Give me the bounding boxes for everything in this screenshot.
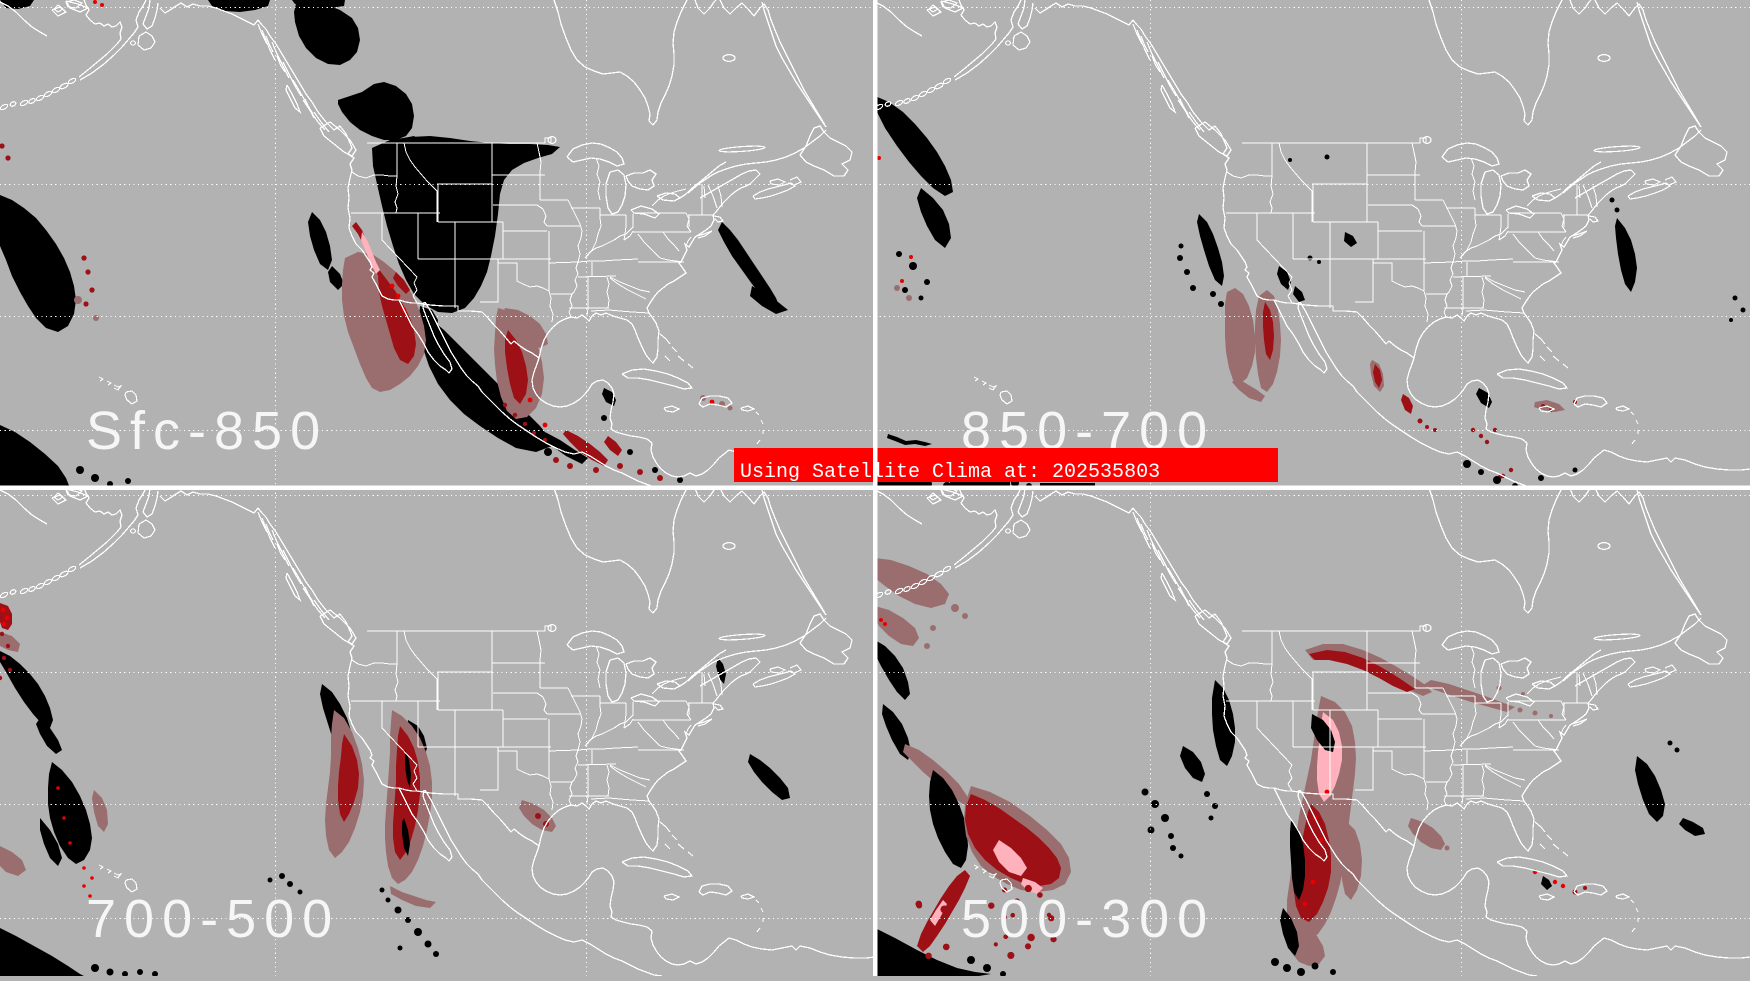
svg-text:700-500: 700-500: [86, 889, 340, 949]
svg-text:500-300: 500-300: [961, 889, 1215, 949]
svg-text:Using Satellite Clima at: 2025: Using Satellite Clima at: 202535803: [740, 461, 1160, 484]
svg-text:Sfc-850: Sfc-850: [86, 401, 328, 461]
